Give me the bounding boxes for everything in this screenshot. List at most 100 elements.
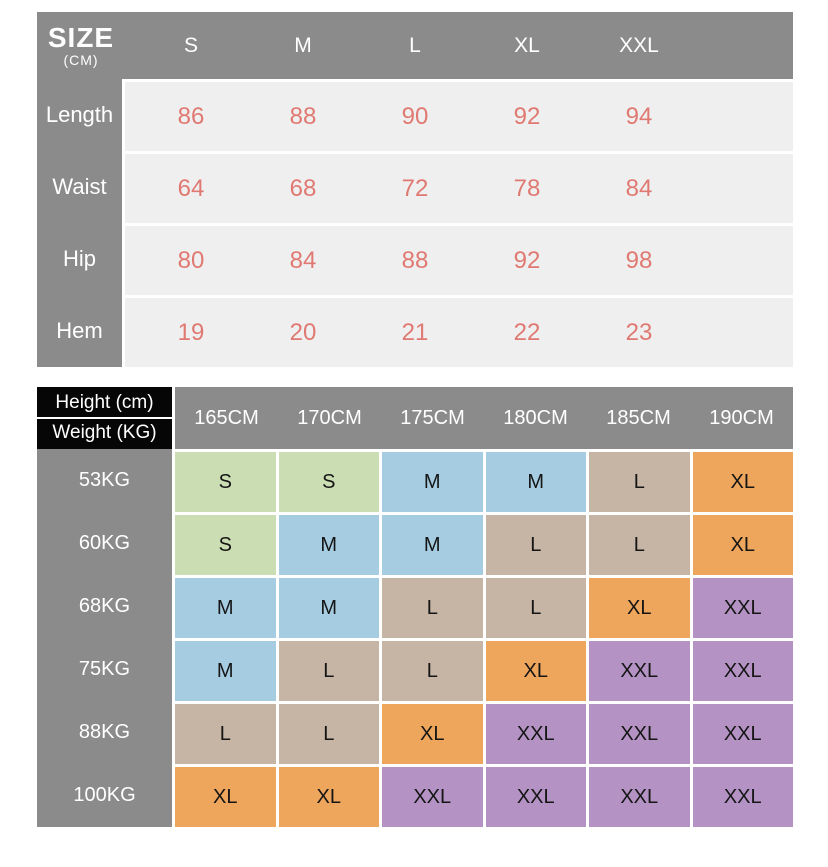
fit-size-cell: L (175, 704, 276, 764)
measure-value: 86 (177, 102, 205, 130)
fit-size-cell: XXL (382, 767, 483, 827)
fit-size-cell: XXL (589, 641, 690, 701)
measure-rows: 86 88 90 92 94 64 68 72 78 84 80 84 88 (122, 79, 793, 367)
fit-size-cell: M (382, 452, 483, 512)
measure-value: 64 (177, 174, 205, 202)
fit-size-cell: L (382, 641, 483, 701)
fit-size-cell: L (485, 515, 586, 575)
fit-size-cell: S (278, 452, 379, 512)
measure-value: 68 (289, 174, 317, 202)
fit-size-cell: XXL (485, 767, 586, 827)
fit-size-cell: XXL (692, 641, 793, 701)
fit-table-corner: Height (cm) Weight (KG) (37, 387, 172, 449)
fit-size-cell: L (589, 452, 690, 512)
size-col-header-l: L (409, 33, 421, 57)
measure-value: 20 (289, 318, 317, 346)
fit-size-cell: M (485, 452, 586, 512)
measure-row-labels: Length Waist Hip Hem (37, 79, 122, 367)
fit-size-cell: M (278, 515, 379, 575)
height-col-header: 175CM (400, 406, 465, 429)
fit-size-cell: XXL (589, 767, 690, 827)
fit-size-cell: L (278, 704, 379, 764)
measure-value: 84 (625, 174, 653, 202)
measure-value: 88 (401, 246, 429, 274)
measure-row-label-length: Length (45, 102, 114, 127)
fit-size-cell: M (175, 641, 276, 701)
fit-size-cell: XL (589, 578, 690, 638)
measure-value: 98 (625, 246, 653, 274)
weight-row-label: 68KG (78, 595, 131, 617)
table-row: 64 68 72 78 84 (125, 154, 793, 223)
size-col-header-m: M (294, 33, 312, 57)
fit-table-left-column: Height (cm) Weight (KG) 53KG 60KG 68KG 7… (37, 387, 172, 827)
size-col-header-xl: XL (514, 33, 540, 57)
measure-value: 84 (289, 246, 317, 274)
fit-size-cell: L (589, 515, 690, 575)
height-column-headers: 165CM 170CM 175CM 180CM 185CM 190CM (175, 387, 793, 449)
measure-value: 92 (513, 246, 541, 274)
fit-size-cell: M (278, 578, 379, 638)
fit-size-cell: XL (692, 515, 793, 575)
weight-row-label: 100KG (73, 784, 136, 806)
height-col-header: 180CM (503, 406, 568, 429)
measure-value: 72 (401, 174, 429, 202)
measure-value: 23 (625, 318, 653, 346)
size-chart-body: Length Waist Hip Hem 86 88 90 92 94 64 6… (37, 79, 793, 367)
fit-size-cell: S (175, 515, 276, 575)
fit-size-cell: XXL (692, 578, 793, 638)
size-col-header-xxl: XXL (619, 33, 659, 57)
size-column-headers: S M L XL XXL (125, 12, 793, 79)
weight-row-labels: 53KG 60KG 68KG 75KG 88KG 100KG (37, 449, 172, 827)
measure-value: 80 (177, 246, 205, 274)
measure-value: 88 (289, 102, 317, 130)
table-row: 80 84 88 92 98 (125, 226, 793, 295)
measure-value: 90 (401, 102, 429, 130)
measure-row-label-hip: Hip (62, 246, 96, 271)
fit-size-cell: XXL (692, 704, 793, 764)
height-axis-label: Height (cm) (55, 392, 154, 413)
height-col-header: 165CM (194, 406, 259, 429)
fit-recommendation-table: Height (cm) Weight (KG) 53KG 60KG 68KG 7… (37, 387, 793, 827)
fit-size-cell: L (278, 641, 379, 701)
height-col-header: 190CM (709, 406, 774, 429)
weight-row-label: 53KG (78, 469, 131, 491)
fit-size-cell: XXL (589, 704, 690, 764)
weight-axis-label: Weight (KG) (52, 422, 157, 443)
fit-size-cell: M (382, 515, 483, 575)
fit-size-cell: XL (382, 704, 483, 764)
size-chart-corner: SIZE (CM) (37, 12, 125, 79)
size-col-header-s: S (183, 33, 198, 57)
table-row: 19 20 21 22 23 (125, 298, 793, 367)
height-col-header: 170CM (297, 406, 362, 429)
size-chart-header-row: SIZE (CM) S M L XL XXL (37, 12, 793, 79)
size-chart-table: SIZE (CM) S M L XL XXL Length Waist Hip … (37, 12, 793, 367)
fit-size-cell: L (485, 578, 586, 638)
measure-value: 22 (513, 318, 541, 346)
fit-table-right-area: 165CM 170CM 175CM 180CM 185CM 190CM S S … (175, 387, 793, 827)
height-col-header: 185CM (606, 406, 671, 429)
fit-size-cell: M (175, 578, 276, 638)
weight-row-label: 88KG (78, 721, 131, 743)
weight-row-label: 75KG (78, 658, 131, 680)
fit-size-cell: XXL (485, 704, 586, 764)
measure-row-label-waist: Waist (52, 174, 107, 199)
corner-divider-line (37, 417, 172, 419)
fit-size-cell: XL (692, 452, 793, 512)
fit-size-cell: L (382, 578, 483, 638)
measure-value: 78 (513, 174, 541, 202)
fit-size-cell: XXL (692, 767, 793, 827)
fit-size-cell: XL (175, 767, 276, 827)
measure-value: 92 (513, 102, 541, 130)
measure-value: 19 (177, 318, 205, 346)
fit-size-grid: S S M M L XL S M M L L XL M M L L XL XXL… (175, 452, 793, 827)
fit-size-cell: S (175, 452, 276, 512)
measure-value: 94 (625, 102, 653, 130)
measure-value: 21 (401, 318, 429, 346)
weight-row-label: 60KG (78, 532, 131, 554)
size-chart-unit: (CM) (63, 52, 99, 69)
fit-size-cell: XL (278, 767, 379, 827)
table-row: 86 88 90 92 94 (125, 82, 793, 151)
measure-row-label-hem: Hem (56, 318, 103, 343)
size-chart-title: SIZE (47, 21, 115, 53)
